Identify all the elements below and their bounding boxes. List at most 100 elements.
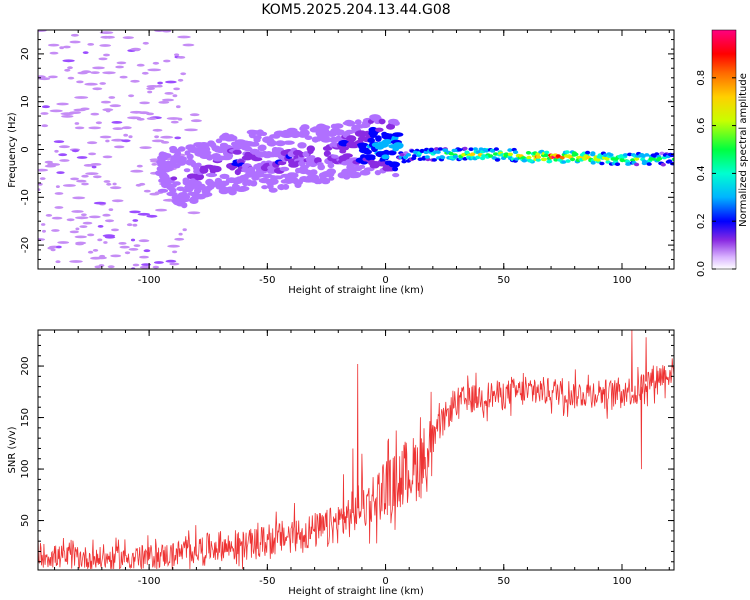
spectrogram-ridge-cell: [475, 150, 481, 154]
spectrogram-ridge-cell: [490, 149, 496, 153]
spectrogram-noise-cell: [39, 177, 46, 181]
spectrogram-ridge-cell: [605, 160, 611, 164]
spectrogram-noise-cell: [76, 156, 88, 159]
spectrogram-noise-cell: [160, 135, 174, 139]
spectrogram-ridge-cell: [555, 154, 561, 158]
spectrogram-noise-cell: [132, 263, 140, 267]
spectrogram-noise-cell: [68, 111, 82, 114]
snr-plot-area: [38, 330, 674, 570]
spectrogram-ridge-cell: [315, 179, 323, 185]
spectrogram-x-tick-label: 50: [497, 275, 510, 286]
spectrogram-x-tick-label: 100: [612, 275, 631, 286]
spectrogram-ridge-cell: [590, 161, 596, 165]
spectrogram-noise-cell: [172, 250, 178, 254]
spectrogram-noise-cell: [146, 85, 160, 88]
spectrogram-noise-cell: [90, 163, 102, 166]
spectrogram-ridge-cell: [448, 151, 454, 156]
spectrogram-noise-cell: [130, 79, 140, 83]
spectrogram-noise-cell: [109, 186, 122, 190]
spectrogram-noise-cell: [146, 214, 158, 218]
spectrogram-noise-cell: [102, 155, 113, 159]
spectrogram-noise-cell: [102, 213, 111, 217]
spectrogram-ridge-cell: [228, 188, 237, 196]
spectrogram-ridge-cell: [599, 161, 605, 166]
spectrogram-noise-cell: [74, 126, 85, 130]
spectrogram-ridge-cell: [304, 135, 313, 140]
spectrogram-noise-cell: [51, 216, 63, 220]
spectrogram-noise-cell: [163, 59, 171, 63]
spectrogram-noise-cell: [82, 221, 93, 225]
spectrogram-noise-cell: [123, 133, 129, 137]
colorbar-label: Normalized spectral amplitude: [738, 73, 749, 227]
spectrogram-noise-cell: [128, 94, 135, 98]
spectrogram-ridge-cell: [279, 166, 290, 172]
spectrogram-marks: [38, 30, 674, 269]
spectrogram-noise-cell: [74, 122, 80, 125]
colorbar-gradient: [711, 29, 737, 270]
spectrogram-ridge-cell: [543, 153, 549, 158]
spectrogram-noise-cell: [57, 241, 70, 244]
spectrogram-ridge-cell: [660, 162, 666, 167]
spectrogram-ridge-cell: [559, 155, 565, 160]
spectrogram-ridge-cell: [419, 149, 425, 153]
spectrogram-ridge-cell: [170, 176, 178, 181]
spectrogram-noise-cell: [152, 265, 160, 269]
spectrogram-ridge-cell: [249, 180, 258, 187]
spectrogram-noise-cell: [79, 225, 88, 229]
spectrogram-noise-cell: [76, 80, 84, 84]
snr-x-axis-label: Height of straight line (km): [288, 586, 424, 597]
spectrogram-ridge-cell: [205, 172, 218, 178]
spectrogram-noise-cell: [154, 135, 160, 139]
spectrogram-ridge-cell: [306, 145, 315, 153]
spectrogram-noise-cell: [187, 211, 201, 215]
spectrogram-ridge-cell: [571, 151, 578, 155]
spectrogram-noise-cell: [158, 101, 170, 104]
spectrogram-noise-cell: [178, 232, 183, 236]
spectrogram-noise-cell: [167, 244, 181, 248]
spectrogram-ridge-cell: [452, 154, 458, 159]
spectrogram-noise-cell: [62, 59, 75, 63]
spectrogram-ridge-cell: [232, 149, 242, 155]
spectrogram-noise-cell: [105, 109, 111, 113]
spectrogram-ridge-cell: [268, 187, 278, 193]
colorbar-tick-label: 0.2: [696, 213, 707, 229]
spectrogram-noise-cell: [71, 149, 79, 153]
spectrogram-ridge-cell: [443, 148, 449, 152]
spectrogram-noise-cell: [95, 121, 102, 125]
spectrogram-ridge-cell: [604, 157, 610, 161]
spectrogram-ridge-cell: [657, 156, 663, 161]
spectrogram-noise-cell: [76, 179, 87, 183]
spectrogram-noise-cell: [84, 82, 98, 86]
spectrogram-ridge-cell: [412, 154, 418, 158]
spectrogram-noise-cell: [138, 239, 150, 243]
spectrogram-noise-cell: [99, 254, 106, 258]
spectrogram-noise-cell: [48, 75, 58, 79]
spectrogram-noise-cell: [111, 121, 123, 124]
spectrogram-noise-cell: [80, 107, 90, 111]
spectrogram-noise-cell: [138, 111, 150, 115]
spectrogram-ridge-cell: [177, 192, 189, 199]
spectrogram-noise-cell: [153, 261, 164, 264]
spectrogram-noise-cell: [174, 237, 185, 241]
spectrogram-ridge-cell: [475, 155, 481, 160]
spectrogram-ridge-cell: [283, 140, 295, 145]
spectrogram-ridge-cell: [275, 140, 286, 147]
spectrogram-ridge-cell: [210, 165, 222, 173]
spectrogram-noise-cell: [88, 215, 101, 219]
spectrogram-noise-cell: [136, 164, 143, 168]
spectrogram-ridge-cell: [630, 158, 636, 162]
spectrogram-ridge-cell: [227, 134, 235, 139]
spectrogram-ridge-cell: [308, 162, 318, 167]
spectrogram-ridge-cell: [226, 152, 234, 159]
spectrogram-ridge-cell: [528, 159, 534, 163]
spectrogram-ridge-cell: [381, 154, 390, 160]
spectrogram-ridge-cell: [595, 158, 601, 162]
spectrogram-ridge-cell: [363, 167, 375, 172]
spectrogram-ridge-cell: [202, 150, 212, 155]
spectrogram-noise-cell: [56, 171, 65, 175]
spectrogram-ridge-cell: [671, 157, 674, 162]
colorbar-tick-label: 0.6: [696, 118, 707, 134]
